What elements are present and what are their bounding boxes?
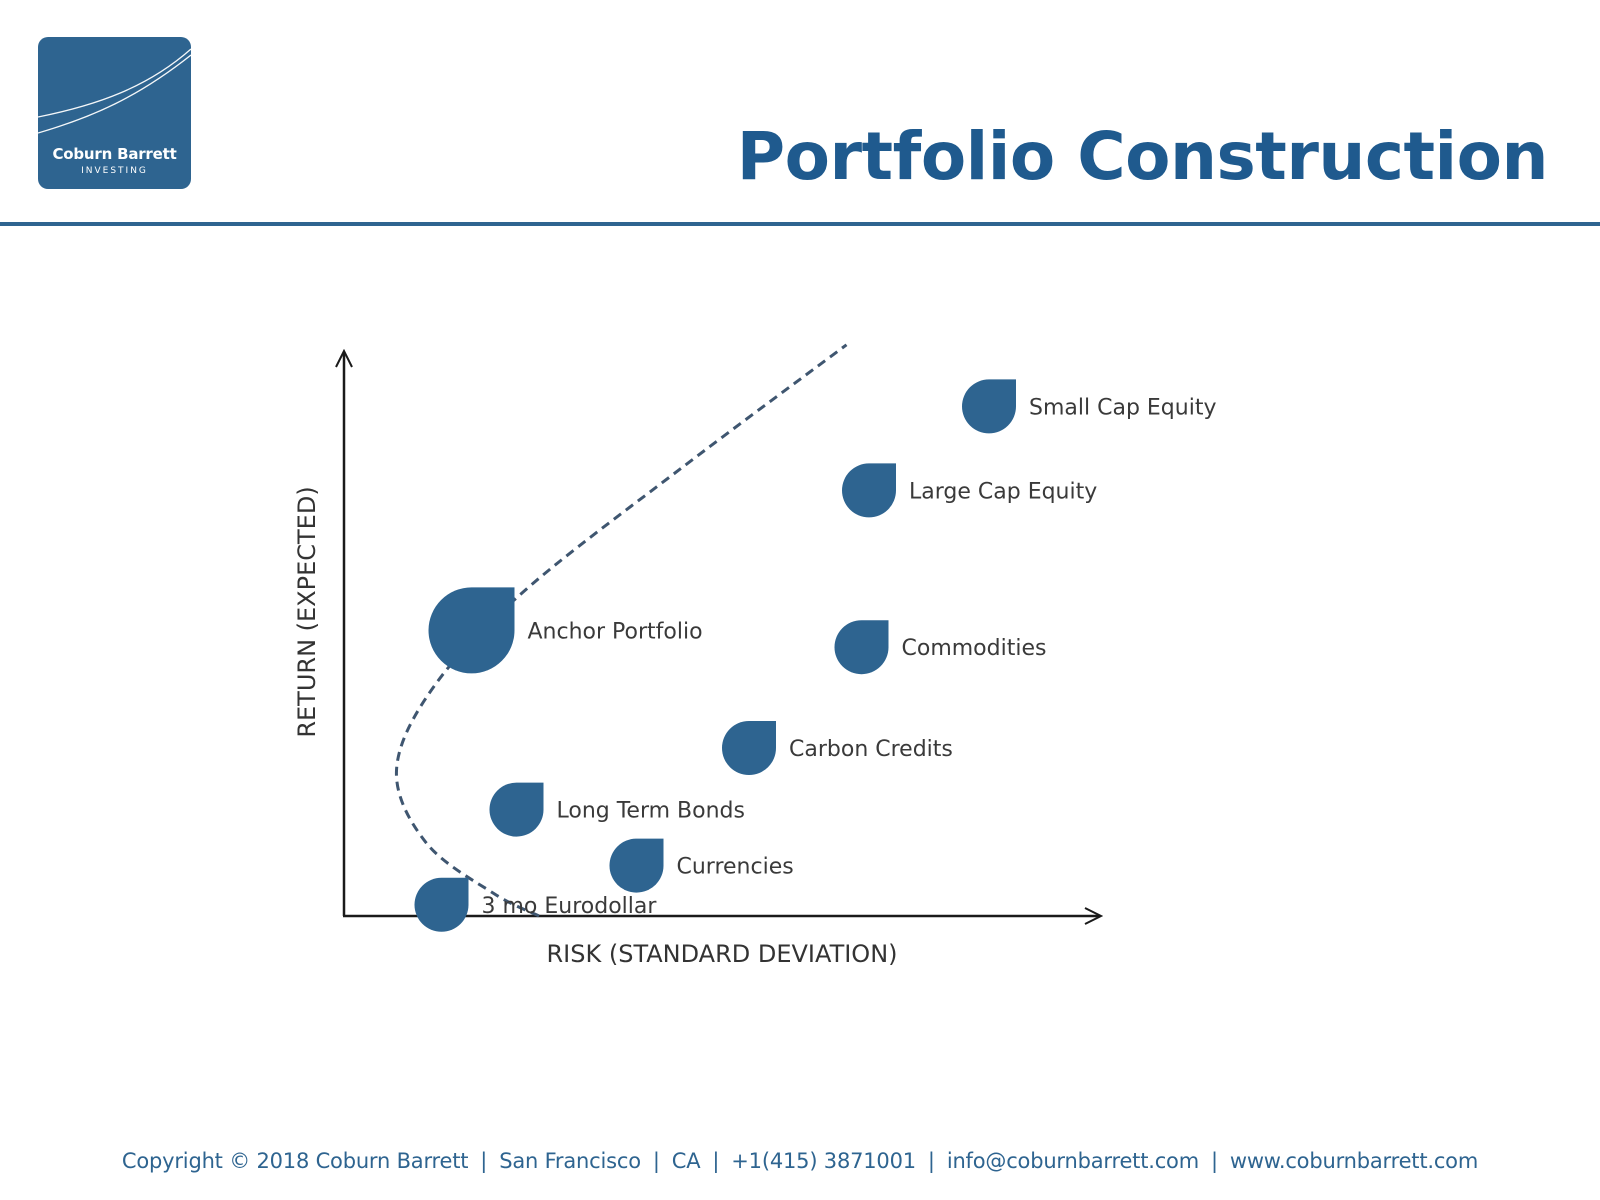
logo-tagline: INVESTING (81, 166, 148, 176)
teardrop-marker (609, 838, 664, 893)
footer-phone: +1(415) 3871001 (731, 1149, 916, 1173)
data-point: Large Cap Equity (842, 463, 1097, 518)
data-point: Currencies (609, 838, 794, 893)
data-point: Long Term Bonds (489, 782, 745, 837)
point-label: Commodities (902, 636, 1047, 661)
y-axis-label: RETURN (EXPECTED) (293, 486, 321, 737)
point-label: Small Cap Equity (1029, 395, 1216, 420)
footer-website-link[interactable]: www.coburnbarrett.com (1229, 1149, 1479, 1173)
footer-state: CA (671, 1149, 701, 1173)
footer-separator: | (1210, 1149, 1218, 1173)
footer-separator: | (927, 1149, 935, 1173)
page-title: Portfolio Construction (736, 118, 1549, 195)
point-label: Long Term Bonds (557, 799, 745, 824)
footer-email-link[interactable]: info@coburnbarrett.com (946, 1149, 1199, 1173)
teardrop-marker (428, 587, 515, 674)
point-label: Anchor Portfolio (528, 619, 703, 644)
teardrop-marker (414, 877, 469, 932)
data-point: Small Cap Equity (962, 379, 1216, 434)
point-label: 3 mo Eurodollar (482, 894, 658, 919)
x-axis-label: RISK (STANDARD DEVIATION) (546, 940, 897, 968)
footer: Copyright © 2018 Coburn Barrett | San Fran… (0, 1149, 1600, 1173)
teardrop-marker (962, 379, 1016, 434)
data-point: 3 mo Eurodollar (414, 877, 658, 932)
data-point: Commodities (834, 620, 1047, 675)
teardrop-marker (722, 721, 776, 775)
point-label: Large Cap Equity (909, 479, 1097, 504)
data-point: Carbon Credits (722, 721, 953, 775)
title-divider (0, 222, 1600, 226)
teardrop-marker (489, 782, 544, 837)
logo-swoosh-icon (38, 48, 191, 134)
point-label: Carbon Credits (789, 737, 953, 762)
footer-city: San Francisco (499, 1149, 641, 1173)
footer-separator: | (652, 1149, 660, 1173)
company-logo: Coburn Barrett INVESTING (38, 37, 191, 189)
point-label: Currencies (677, 855, 794, 880)
teardrop-marker (842, 463, 896, 518)
data-points: Small Cap Equity Large Cap Equity Commodit… (414, 379, 1216, 932)
teardrop-marker (834, 620, 889, 675)
footer-copyright: Copyright © 2018 Coburn Barrett (121, 1149, 469, 1173)
efficient-frontier-line (394, 343, 848, 918)
footer-separator: | (480, 1149, 488, 1173)
logo-company-name: Coburn Barrett (52, 145, 177, 163)
footer-separator: | (712, 1149, 720, 1173)
data-point: Anchor Portfolio (428, 587, 703, 674)
